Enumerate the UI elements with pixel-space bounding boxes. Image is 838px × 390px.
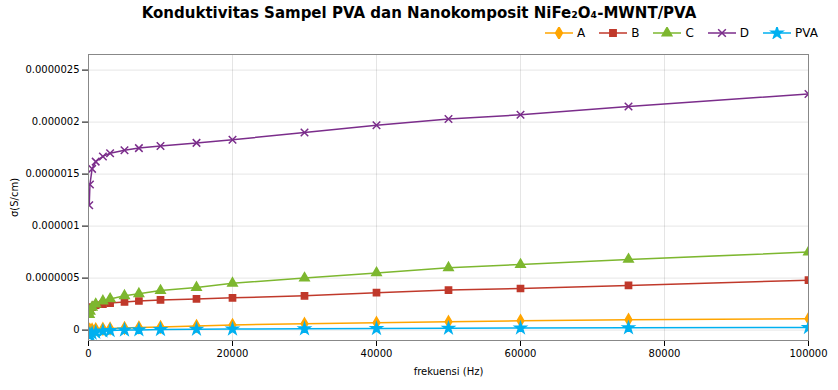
svg-text:σ(S/cm): σ(S/cm) — [9, 178, 20, 217]
html-text:C: C — [685, 26, 694, 40]
svg-text:100000: 100000 — [789, 348, 827, 359]
html-text:PVA: PVA — [795, 26, 818, 40]
svg-text:0.000002: 0.000002 — [32, 116, 80, 127]
svg-text:0: 0 — [85, 348, 91, 359]
svg-text:20000: 20000 — [217, 348, 249, 359]
svg-text:0.0000015: 0.0000015 — [25, 168, 79, 179]
html-text:Konduktivitas Sampel PVA dan N: Konduktivitas Sampel PVA dan Nanokomposi… — [141, 4, 697, 22]
html-text:D: D — [739, 26, 750, 40]
svg-text:40000: 40000 — [361, 348, 393, 359]
svg-text:0.000001: 0.000001 — [32, 220, 80, 231]
svg-text:0.0000005: 0.0000005 — [25, 272, 79, 283]
svg-text:0.0000025: 0.0000025 — [25, 64, 79, 75]
html-text:B: B — [631, 26, 640, 40]
html-text:A: A — [577, 26, 586, 40]
svg-text:60000: 60000 — [505, 348, 537, 359]
svg-text:80000: 80000 — [649, 348, 681, 359]
svg-text:0: 0 — [73, 324, 79, 335]
svg-text:frekuensi (Hz): frekuensi (Hz) — [414, 366, 484, 377]
